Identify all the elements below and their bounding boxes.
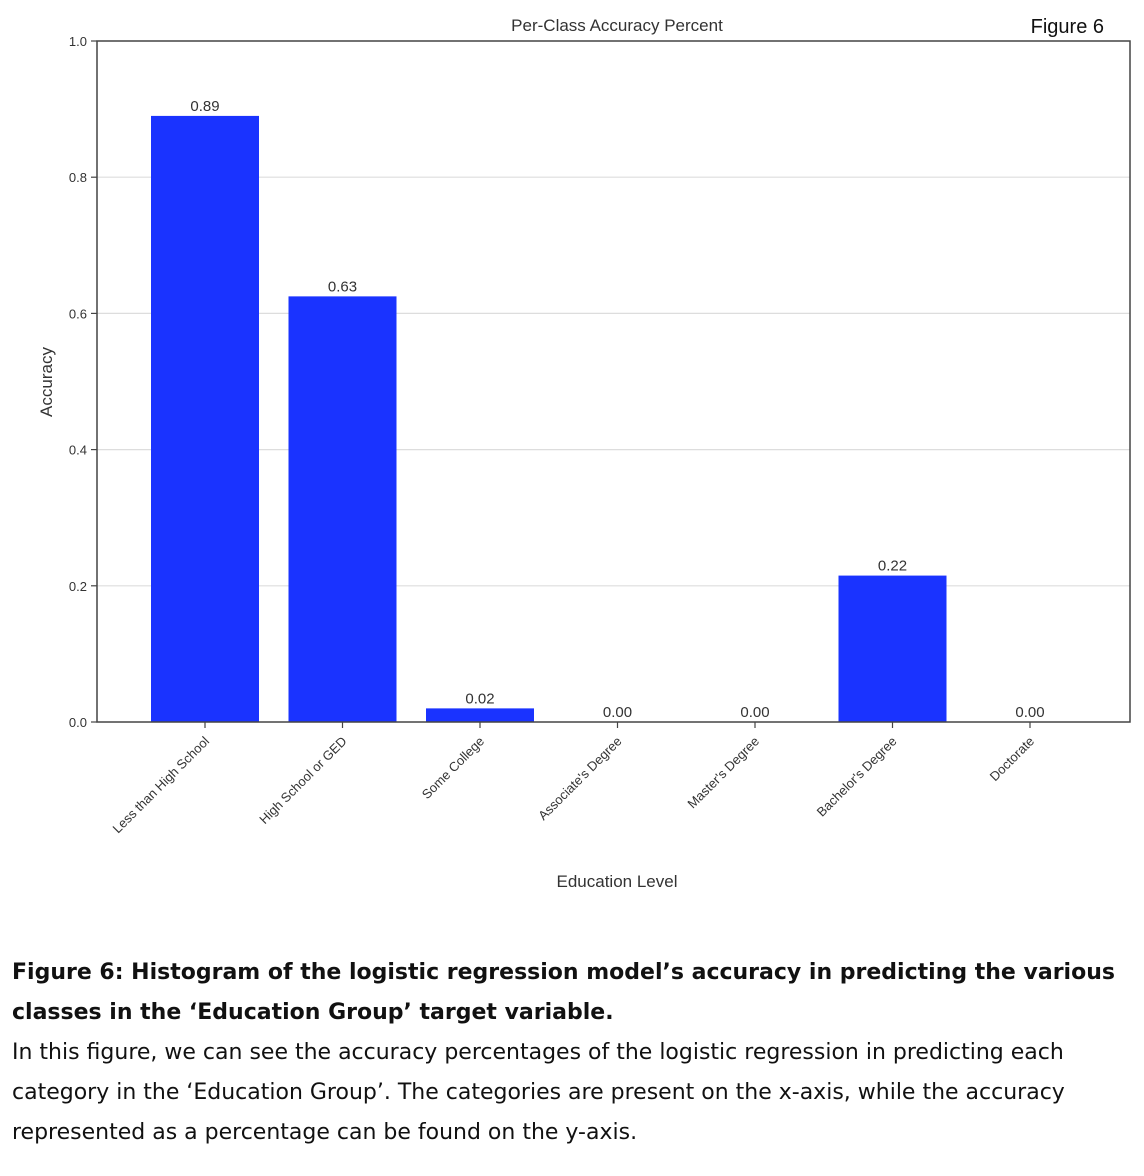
x-tick-label: Associate's Degree: [535, 734, 625, 824]
y-tick-label: 0.8: [69, 170, 87, 185]
x-tick-label: Bachelor's Degree: [814, 734, 900, 820]
data-label: 0.89: [190, 98, 219, 115]
y-tick-label: 0.4: [69, 443, 87, 458]
caption-title: Figure 6: Histogram of the logistic regr…: [12, 960, 1115, 1025]
y-axis-ticks: 0.0 0.2 0.4 0.6 0.8 1.0: [69, 34, 97, 730]
caption-body: In this figure, we can see the accuracy …: [12, 1040, 1065, 1145]
data-labels: 0.89 0.63 0.02 0.00 0.00 0.22 0.00: [190, 98, 1044, 721]
chart-title: Per-Class Accuracy Percent: [511, 16, 723, 35]
x-tick-label: Less than High School: [110, 733, 213, 836]
data-label: 0.00: [1015, 704, 1044, 721]
bar: [151, 115, 259, 722]
x-axis-ticks: Less than High School High School or GED S…: [110, 722, 1037, 836]
y-tick-label: 0.6: [69, 306, 87, 321]
x-tick-label: High School or GED: [256, 734, 349, 827]
data-label: 0.00: [603, 704, 632, 721]
data-label: 0.22: [878, 558, 907, 575]
bars: [151, 115, 947, 722]
x-tick-label: Doctorate: [987, 734, 1037, 784]
x-axis-title: Education Level: [557, 872, 678, 891]
bar: [838, 575, 947, 722]
data-label: 0.02: [465, 690, 494, 707]
y-tick-label: 1.0: [69, 34, 87, 49]
y-axis-title: Accuracy: [37, 347, 56, 417]
plot-frame: [96, 40, 1131, 723]
figure-tag: Figure 6: [1031, 16, 1104, 38]
y-tick-label: 0.2: [69, 579, 87, 594]
bar: [426, 708, 534, 722]
gridlines: [97, 176, 1130, 587]
y-tick-label: 0.0: [69, 715, 87, 730]
bar: [288, 296, 397, 722]
x-tick-label: Master's Degree: [684, 734, 762, 812]
figure-caption: Figure 6: Histogram of the logistic regr…: [12, 953, 1132, 1153]
data-label: 0.00: [740, 704, 769, 721]
bar-chart: Figure 6 Per-Class Accuracy Percent 0.00…: [37, 16, 1131, 891]
data-label: 0.63: [328, 278, 357, 295]
x-tick-label: Some College: [419, 734, 487, 802]
